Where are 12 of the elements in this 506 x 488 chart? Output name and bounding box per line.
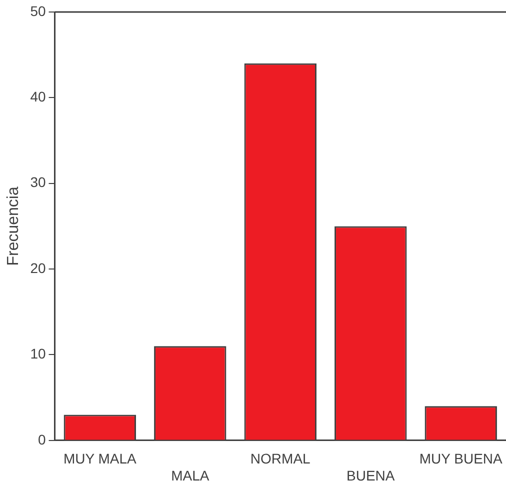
y-tick-label: 50 (30, 2, 46, 19)
y-tick-label: 40 (30, 88, 46, 105)
x-tick-label: MUY MALA (63, 450, 137, 467)
x-tick-label: MUY BUENA (419, 450, 504, 467)
y-tick-label: 20 (30, 260, 46, 276)
y-tick-label: 0 (38, 431, 46, 448)
y-tick-label: 10 (30, 346, 46, 362)
x-tick-label: BUENA (346, 467, 396, 484)
y-axis-title: Frecuencia (5, 186, 22, 266)
y-tick-label: 30 (30, 174, 46, 190)
x-tick-label: NORMAL (250, 450, 311, 467)
x-tick-label: MALA (171, 467, 210, 484)
